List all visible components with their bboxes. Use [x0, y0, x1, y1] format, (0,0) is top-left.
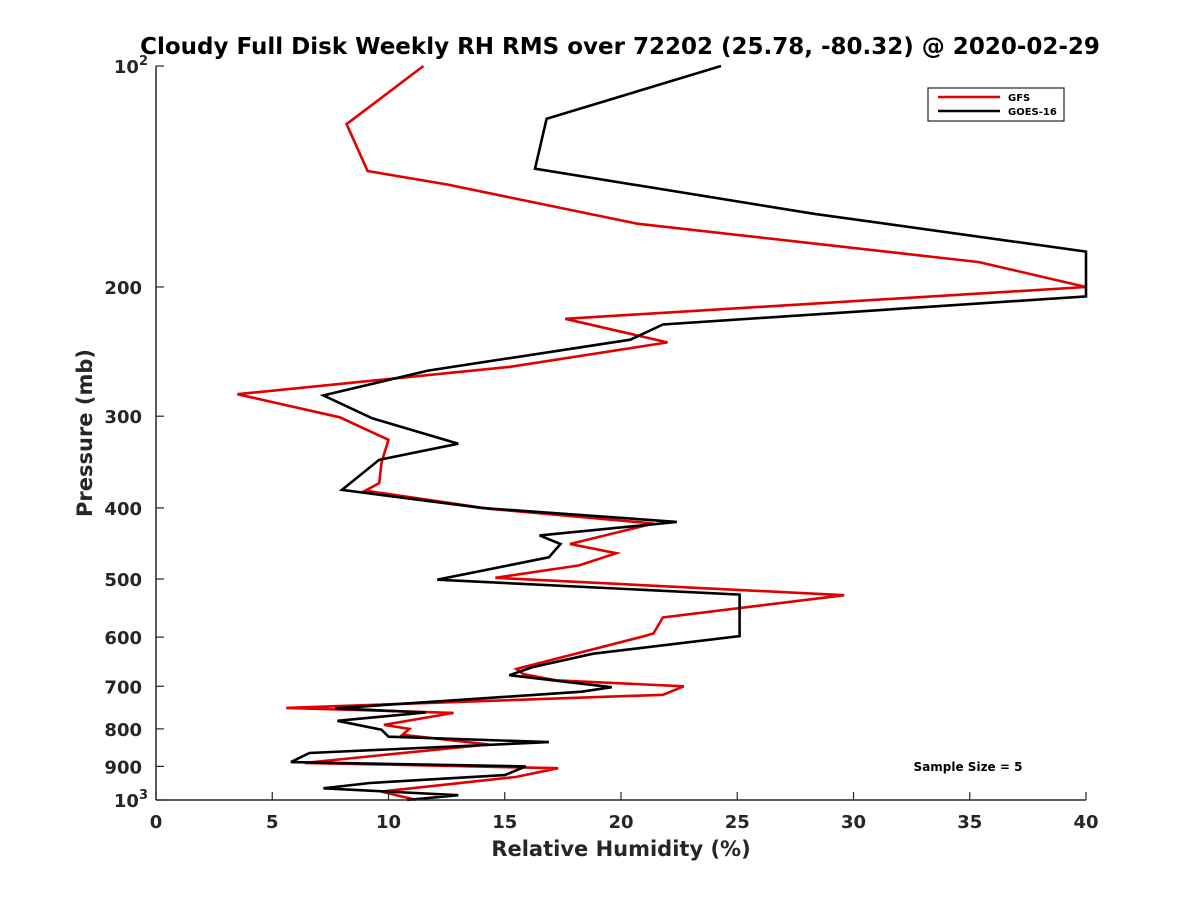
- series-layer: [237, 64, 1088, 802]
- y-tick-label: 700: [104, 677, 142, 698]
- y-axis-label: Pressure (mb): [73, 349, 97, 517]
- y-tick-label: 500: [104, 570, 142, 591]
- series-line-goes16: [290, 64, 1088, 802]
- legend-label-goes16: GOES-16: [1008, 107, 1057, 118]
- legend: GFS GOES-16: [927, 87, 1065, 122]
- legend-label-gfs: GFS: [1008, 93, 1030, 104]
- y-tick-label: 300: [104, 407, 142, 428]
- y-tick-label: 102: [114, 54, 148, 78]
- y-ticks: 102 200 300 400 500 600 700 800 900 103: [104, 54, 164, 812]
- y-tick-label: 400: [104, 499, 142, 520]
- series-line-gfs: [237, 64, 1087, 802]
- x-tick-label: 10: [376, 812, 401, 833]
- x-tick-label: 30: [841, 812, 866, 833]
- x-ticks: 0 5 10 15 20 25 30 35 40: [150, 792, 1099, 833]
- x-tick-label: 25: [725, 812, 750, 833]
- y-tick-label: 800: [104, 720, 142, 741]
- chart-title: Cloudy Full Disk Weekly RH RMS over 7220…: [140, 34, 1100, 60]
- legend-box: [927, 87, 1065, 122]
- x-tick-label: 35: [957, 812, 982, 833]
- sample-size-annotation: Sample Size = 5: [914, 760, 1023, 774]
- y-tick-label: 103: [114, 788, 148, 812]
- y-tick-label: 200: [104, 278, 142, 299]
- x-tick-label: 40: [1073, 812, 1098, 833]
- x-tick-label: 0: [150, 812, 163, 833]
- x-tick-label: 20: [608, 812, 633, 833]
- x-tick-label: 5: [266, 812, 279, 833]
- y-tick-label: 900: [104, 757, 142, 778]
- y-tick-label: 600: [104, 628, 142, 649]
- x-axis-label: Relative Humidity (%): [491, 837, 750, 861]
- x-tick-label: 15: [492, 812, 517, 833]
